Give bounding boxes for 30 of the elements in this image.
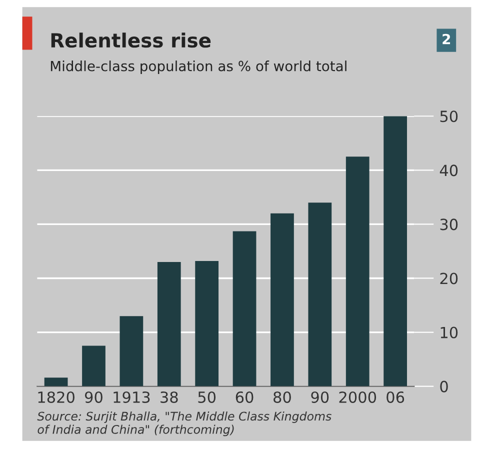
bar	[308, 202, 332, 386]
y-tick-label: 10	[440, 326, 458, 338]
y-tick-label: 30	[440, 218, 458, 230]
bar	[384, 116, 407, 386]
chart-title: Relentless rise	[51, 32, 211, 48]
y-tick-label: 40	[440, 164, 458, 176]
bar	[270, 213, 294, 386]
bar	[120, 316, 144, 386]
x-tick-label: 90	[311, 391, 329, 403]
bar	[346, 156, 370, 386]
bar	[232, 231, 256, 386]
x-tick-label: 06	[386, 391, 404, 403]
y-tick-label: 50	[440, 110, 458, 122]
x-tick-label: 90	[84, 391, 102, 403]
bar	[157, 262, 181, 386]
x-tick-label: 2000	[339, 391, 376, 403]
chart-subtitle: Middle-class population as % of world total	[50, 60, 346, 74]
y-tick-label: 20	[440, 272, 458, 284]
text: 2	[442, 34, 450, 44]
x-tick-label: 60	[236, 391, 254, 403]
y-tick-label: 0	[440, 380, 448, 392]
x-tick-label: 80	[274, 391, 291, 403]
x-tick-label: 1820	[38, 391, 74, 403]
source-note: Source: Surjit Bhalla, "The Middle Class Kingdoms of India and China" (forthcoming)	[37, 412, 332, 436]
x-tick-label: 50	[198, 391, 216, 403]
bar	[44, 378, 68, 386]
x-tick-label: 38	[160, 391, 178, 403]
x-tick-label: 1913	[114, 391, 150, 403]
bar	[82, 346, 106, 386]
bar	[195, 260, 219, 386]
